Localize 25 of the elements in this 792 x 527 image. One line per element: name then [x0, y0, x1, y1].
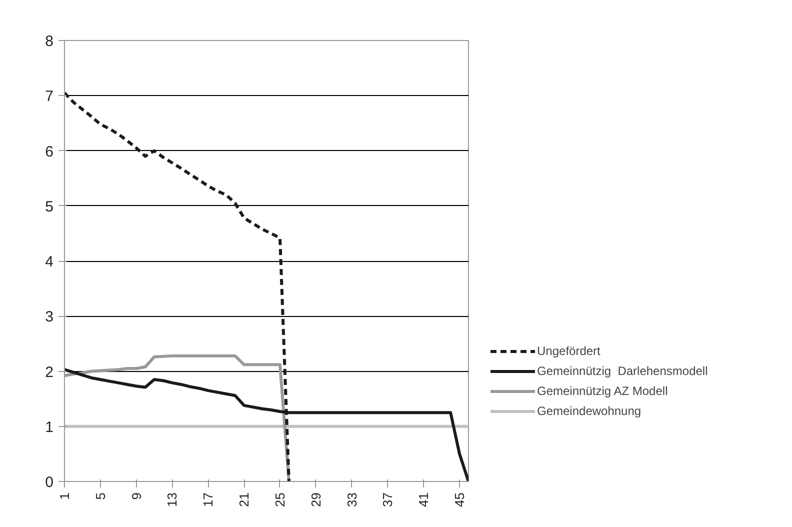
legend-label: Gemeinnützig AZ Modell	[537, 384, 668, 398]
x-tick-label: 37	[380, 492, 396, 507]
y-tick-label: 6	[45, 143, 54, 160]
x-tick-label: 9	[128, 492, 144, 500]
x-tick-label: 33	[344, 492, 360, 507]
y-tick-label: 2	[45, 364, 54, 381]
x-tick-label: 1	[57, 492, 72, 500]
x-tick-label: 45	[452, 492, 468, 507]
x-tick-label: 17	[200, 492, 216, 507]
x-tick-label: 5	[92, 492, 108, 500]
x-tick-label: 29	[308, 492, 324, 507]
y-tick-label: 1	[45, 418, 54, 436]
x-tick-label: 13	[164, 492, 180, 507]
y-tick-label: 3	[45, 308, 54, 326]
x-tick-label: 25	[272, 492, 288, 507]
y-tick-label: 5	[45, 198, 54, 216]
y-tick-label: 0	[45, 474, 54, 491]
legend-label: Gemeindewohnung	[537, 404, 642, 418]
x-tick-label: 21	[236, 492, 252, 507]
legend-label: Ungefördert	[537, 344, 600, 358]
y-tick-label: 4	[45, 254, 54, 270]
y-tick-label: 7	[45, 88, 54, 106]
y-tick-label: 8	[45, 33, 54, 50]
legend-label: Gemeinnützig Darlehensmodell	[537, 364, 708, 378]
x-tick-label: 41	[416, 492, 432, 507]
